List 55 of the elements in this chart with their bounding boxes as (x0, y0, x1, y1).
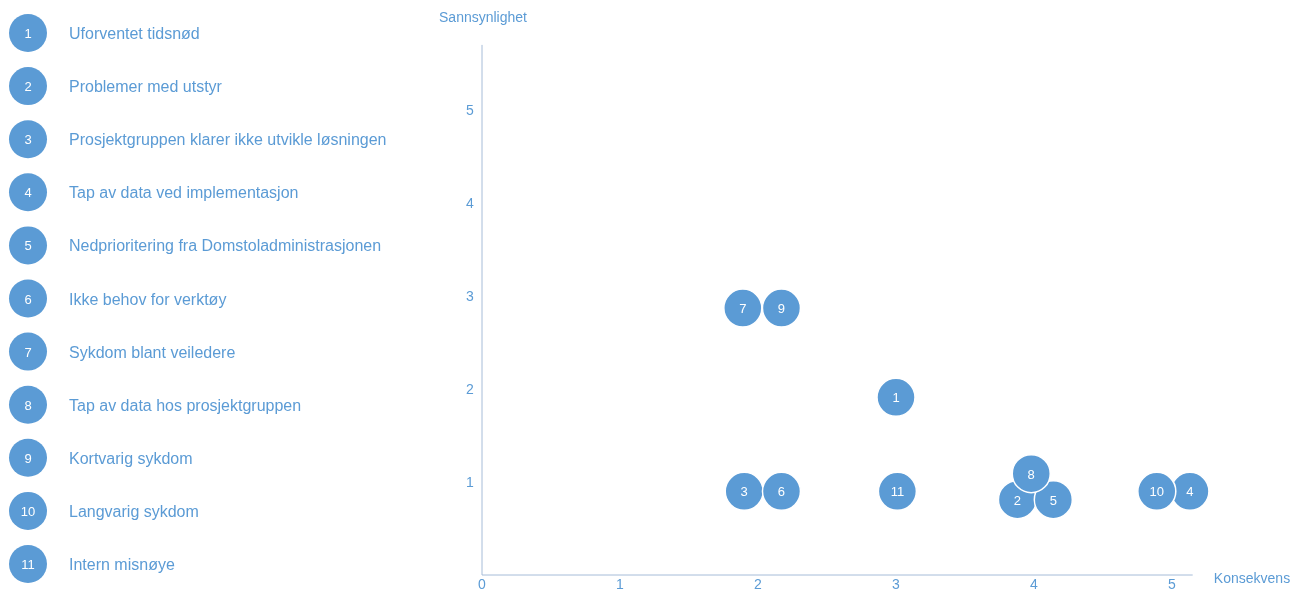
annotation: 5 (1049, 492, 1057, 508)
text: 10 (20, 503, 36, 519)
point (877, 471, 918, 512)
x-tick-label: 0 (478, 576, 487, 592)
annotation: 4 (1186, 484, 1194, 500)
legend-label: Intern misnøye (69, 556, 175, 573)
y-tick-label: 1 (466, 474, 475, 490)
annotation: 10 (1149, 484, 1165, 500)
legend-label: Nedprioritering fra Domstoladministrasjonen (69, 237, 382, 255)
legend-label: Ikke behov for verktøy (69, 290, 227, 308)
y-axis-title: Sannsynlighet (439, 9, 528, 25)
legend-label: Sykdom blant veiledere (69, 343, 236, 361)
legend-label: Kortvarig sykdom (69, 449, 193, 467)
annotation: 7 (739, 301, 747, 317)
annotation: 8 (1027, 466, 1035, 482)
annotation: 2 (1013, 492, 1022, 508)
text: 5 (24, 238, 32, 254)
point (1033, 479, 1074, 520)
text: 1 (24, 26, 32, 41)
text: 9 (24, 450, 32, 466)
text: 11 (21, 557, 35, 572)
point (724, 471, 764, 512)
legend-label: Tap av data hos prosjektgruppen (69, 396, 302, 414)
text: 7 (24, 344, 32, 360)
legend-label: Prosjektgruppen klarer ikke utvikle løsningen (69, 131, 387, 149)
point (761, 471, 802, 512)
text: 3 (24, 132, 32, 148)
point (1011, 453, 1051, 494)
x-tick-label: 4 (1030, 576, 1039, 592)
legend-label: Problemer med utstyr (69, 78, 223, 96)
annotation: 6 (777, 484, 786, 500)
x-tick-label: 1 (616, 576, 625, 592)
point (876, 377, 916, 418)
y-tick-label: 4 (466, 195, 475, 211)
annotation: 9 (777, 301, 786, 317)
y-tick-label: 5 (466, 102, 475, 118)
point (1137, 471, 1177, 512)
point (723, 288, 763, 328)
x-axis-title: Konsekvens (1213, 570, 1291, 586)
text: 8 (24, 397, 32, 413)
legend-label: Langvarig sykdom (69, 502, 199, 520)
legend-label: Uforventet tidsnød (69, 25, 200, 42)
x-tick-label: 2 (754, 576, 763, 592)
y-tick-label: 3 (466, 288, 475, 304)
annotation: 11 (890, 484, 905, 500)
text: 4 (24, 185, 32, 201)
text: 6 (24, 291, 32, 307)
text: 2 (24, 79, 32, 95)
x-tick-label: 5 (1168, 576, 1177, 592)
point (761, 288, 802, 328)
annotation: 1 (892, 390, 900, 406)
legend-label: Tap av data ved implementasjon (69, 184, 299, 202)
x-tick-label: 3 (892, 576, 901, 592)
annotation: 3 (740, 484, 748, 500)
y-tick-label: 2 (466, 381, 475, 397)
